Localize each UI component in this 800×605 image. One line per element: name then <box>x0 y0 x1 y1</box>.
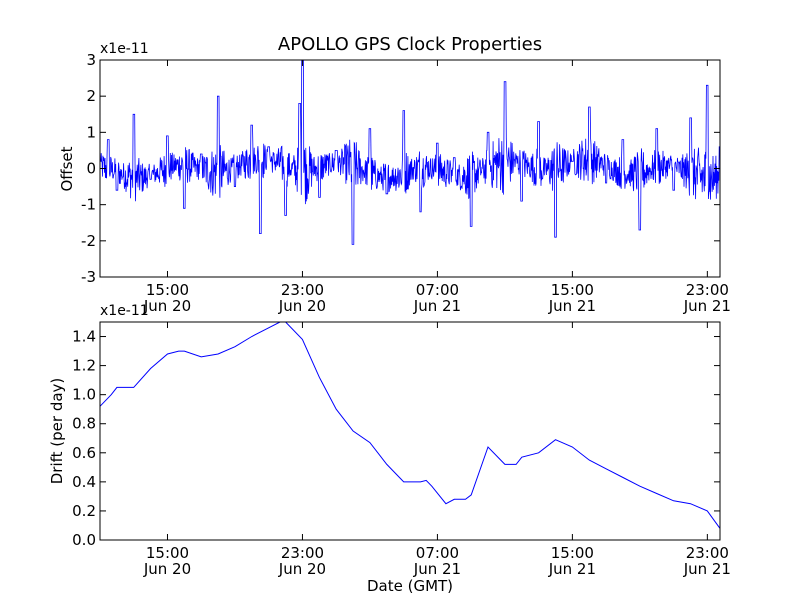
drift-y-tick-label: 0.8 <box>72 415 96 433</box>
drift-y-tick-label: 0.0 <box>72 531 96 549</box>
offset-y-tick-label: -3 <box>81 268 96 286</box>
drift-y-tick-label: 0.4 <box>72 473 96 491</box>
drift-y-label: Drift (per day) <box>48 378 66 485</box>
drift-x-tick-date: Jun 21 <box>413 560 461 578</box>
offset-x-tick-time: 23:00 <box>686 281 729 299</box>
offset-y-tick-label: 1 <box>86 123 96 141</box>
offset-y-label: Offset <box>58 146 76 191</box>
offset-y-tick-label: 0 <box>86 160 96 178</box>
offset-y-tick-label: -1 <box>81 196 96 214</box>
drift-x-tick-time: 07:00 <box>416 544 459 562</box>
drift-scale-label: x1e-11 <box>100 303 149 319</box>
offset-y-tick-label: 2 <box>86 87 96 105</box>
offset-y-tick-label: 3 <box>86 51 96 69</box>
drift-y-tick-label: 0.6 <box>72 444 96 462</box>
x-axis-label: Date (GMT) <box>367 577 453 595</box>
offset-x-tick-time: 23:00 <box>281 281 324 299</box>
drift-y-tick-label: 1.0 <box>72 386 96 404</box>
drift-y-tick-label: 1.4 <box>72 328 96 346</box>
offset-x-tick-date: Jun 21 <box>683 297 731 315</box>
offset-y-ticks: 3 2 1 0 -1 -2 -3 <box>81 51 720 286</box>
drift-panel: x1e-11 Drift (per day) 1.4 1.2 1.0 0.8 0.6 0.… <box>48 303 731 595</box>
drift-y-ticks: 1.4 1.2 1.0 0.8 0.6 0.4 0.2 0.0 <box>72 328 720 549</box>
drift-x-tick-date: Jun 21 <box>683 560 731 578</box>
offset-y-tick-label: -2 <box>81 232 96 250</box>
chart-title: APOLLO GPS Clock Properties <box>278 34 542 55</box>
drift-x-tick-time: 23:00 <box>281 544 324 562</box>
offset-x-tick-date: Jun 21 <box>413 297 461 315</box>
drift-x-tick-time: 15:00 <box>551 544 594 562</box>
drift-x-tick-date: Jun 21 <box>548 560 596 578</box>
offset-x-tick-date: Jun 20 <box>278 297 326 315</box>
drift-series-line <box>99 321 721 529</box>
offset-x-tick-time: 15:00 <box>551 281 594 299</box>
offset-scale-label: x1e-11 <box>100 41 149 57</box>
offset-x-tick-date: Jun 20 <box>143 297 191 315</box>
drift-data-group <box>99 321 721 529</box>
drift-x-tick-time: 23:00 <box>686 544 729 562</box>
offset-x-tick-time: 07:00 <box>416 281 459 299</box>
offset-x-tick-date: Jun 21 <box>548 297 596 315</box>
offset-x-tick-time: 15:00 <box>146 281 189 299</box>
offset-data-group <box>100 59 720 245</box>
drift-x-tick-time: 15:00 <box>146 544 189 562</box>
drift-x-tick-date: Jun 20 <box>278 560 326 578</box>
offset-series-line <box>100 59 720 245</box>
drift-y-tick-label: 0.2 <box>72 502 96 520</box>
offset-panel: APOLLO GPS Clock Properties x1e-11 Offse… <box>58 34 731 315</box>
drift-plot-frame <box>99 321 721 541</box>
drift-x-tick-date: Jun 20 <box>143 560 191 578</box>
drift-y-tick-label: 1.2 <box>72 357 96 375</box>
